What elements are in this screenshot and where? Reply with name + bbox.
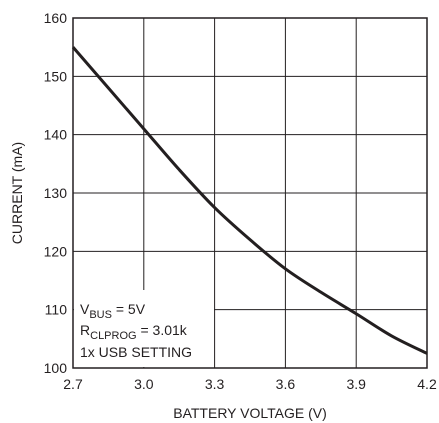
annotation-rclprog-rest: = 3.01k [137,322,188,338]
annotation-line-rclprog: RCLPROG = 3.01k [80,322,188,342]
annotation-box: VBUS = 5V RCLPROG = 3.01k 1x USB SETTING [80,301,192,360]
annotation-rclprog-sub: CLPROG [90,330,136,342]
annotation-background [74,290,214,367]
series-line [71,46,428,355]
y-axis-label: CURRENT (mA) [9,142,25,244]
x-tick-labels: 2.7 3.0 3.3 3.6 3.9 4.2 [63,376,437,392]
x-tick-label: 3.3 [205,376,225,392]
y-tick-labels: 100 110 120 130 140 150 160 [44,10,68,376]
x-tick-label: 3.9 [346,376,366,392]
y-tick-label: 110 [45,302,68,318]
x-tick-label: 2.7 [63,376,83,392]
y-tick-label: 150 [44,68,68,84]
x-tick-label: 3.0 [134,376,154,392]
y-tick-label: 140 [44,127,68,143]
x-axis-label: BATTERY VOLTAGE (V) [173,405,327,421]
y-tick-label: 130 [44,185,68,201]
plot-frame [72,17,428,369]
annotation-line-vbus: VBUS = 5V [80,301,146,321]
annotation-rclprog-main: R [80,322,90,338]
x-tick-label: 4.2 [417,376,437,392]
annotation-vbus-sub: BUS [89,309,112,321]
y-tick-label: 120 [44,243,68,259]
annotation-line-usb-setting: 1x USB SETTING [80,344,192,360]
y-tick-label: 160 [44,10,68,26]
annotation-vbus-main: V [80,301,90,317]
y-tick-label: 100 [44,360,68,376]
x-tick-label: 3.6 [276,376,296,392]
annotation-vbus-rest: = 5V [112,301,146,317]
